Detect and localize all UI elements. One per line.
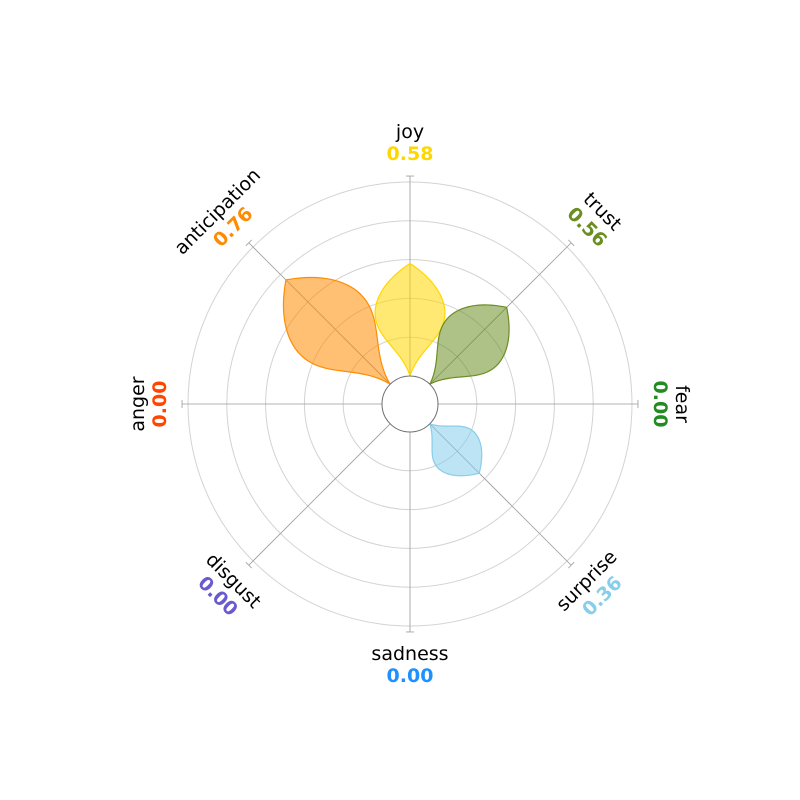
tick-anticipation bbox=[245, 239, 252, 246]
label-anger: anger bbox=[127, 376, 149, 431]
petal-anticipation bbox=[282, 276, 391, 385]
value-label-joy: 0.58 bbox=[387, 143, 434, 165]
center-circle bbox=[381, 375, 439, 433]
tick-trust bbox=[568, 239, 575, 246]
label-joy: joy bbox=[395, 121, 424, 143]
spoke-disgust bbox=[248, 423, 391, 566]
petal-joy bbox=[374, 262, 446, 378]
emotion-labels: joy0.58trust0.56fear0.00surprise0.36sadn… bbox=[127, 121, 693, 687]
tick-disgust bbox=[245, 562, 252, 569]
value-label-anger: 0.00 bbox=[149, 381, 171, 428]
petal-surprise bbox=[428, 422, 483, 477]
value-label-fear: 0.00 bbox=[649, 381, 671, 428]
tick-surprise bbox=[568, 562, 575, 569]
label-sadness: sadness bbox=[371, 643, 448, 665]
petals bbox=[282, 262, 510, 477]
petal-trust bbox=[428, 304, 510, 386]
label-fear: fear bbox=[671, 385, 693, 423]
value-label-sadness: 0.00 bbox=[387, 665, 434, 687]
